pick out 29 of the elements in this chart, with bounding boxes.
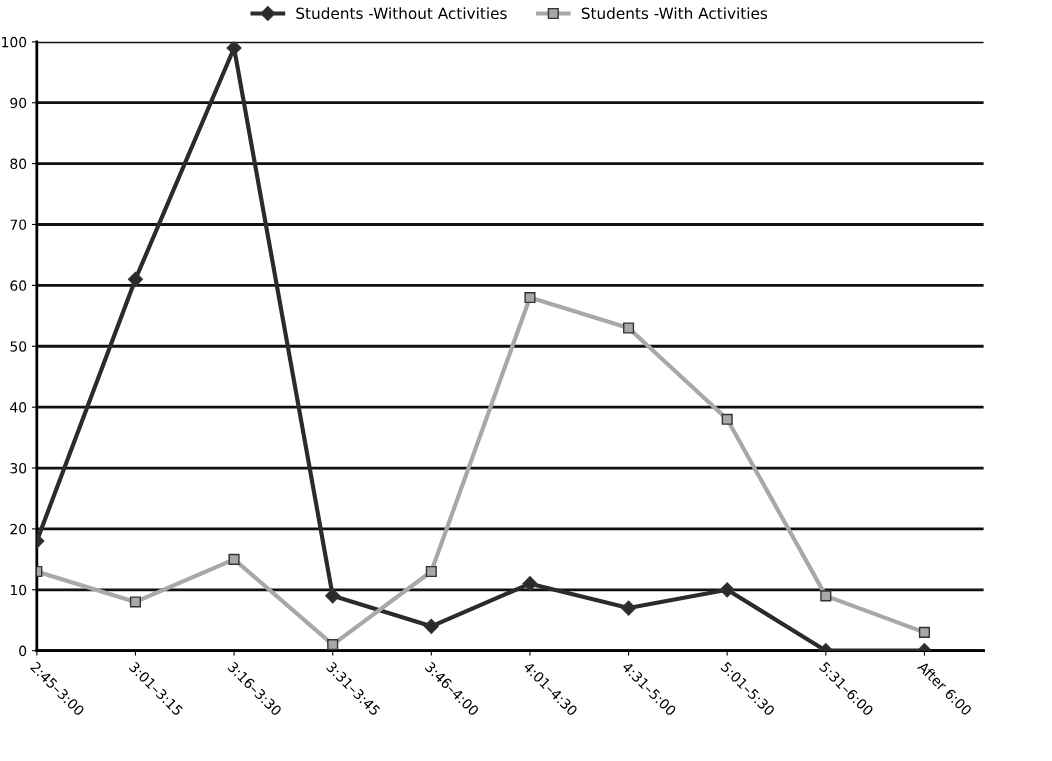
y-tick-label: 100 (2, 36, 27, 48)
y-tick-label: 80 (10, 158, 27, 170)
point (820, 590, 832, 602)
point (327, 639, 339, 651)
y-tick-label: 50 (10, 341, 27, 352)
y-tick-label: 30 (10, 462, 27, 474)
y-tick-label: 60 (10, 280, 27, 291)
legend-label: Students -With Activities (581, 7, 768, 20)
point (719, 582, 735, 598)
y-tick-label: 10 (10, 584, 27, 596)
point (425, 565, 437, 578)
point (127, 271, 144, 287)
point (423, 618, 439, 634)
y-tick-label: 40 (10, 402, 27, 413)
point (325, 588, 341, 604)
y-tick-label: 0 (19, 645, 27, 657)
legend-label: Students -Without Activities (296, 7, 507, 20)
point (524, 291, 536, 304)
point (721, 413, 733, 425)
point (129, 596, 142, 608)
point (620, 600, 637, 616)
point (226, 41, 242, 56)
y-tick-label: 20 (10, 523, 27, 535)
y-tick-label: 90 (10, 97, 27, 109)
y-tick-label: 70 (10, 219, 27, 230)
point (918, 626, 931, 638)
point (228, 553, 240, 565)
point (623, 322, 635, 334)
point (522, 576, 538, 592)
